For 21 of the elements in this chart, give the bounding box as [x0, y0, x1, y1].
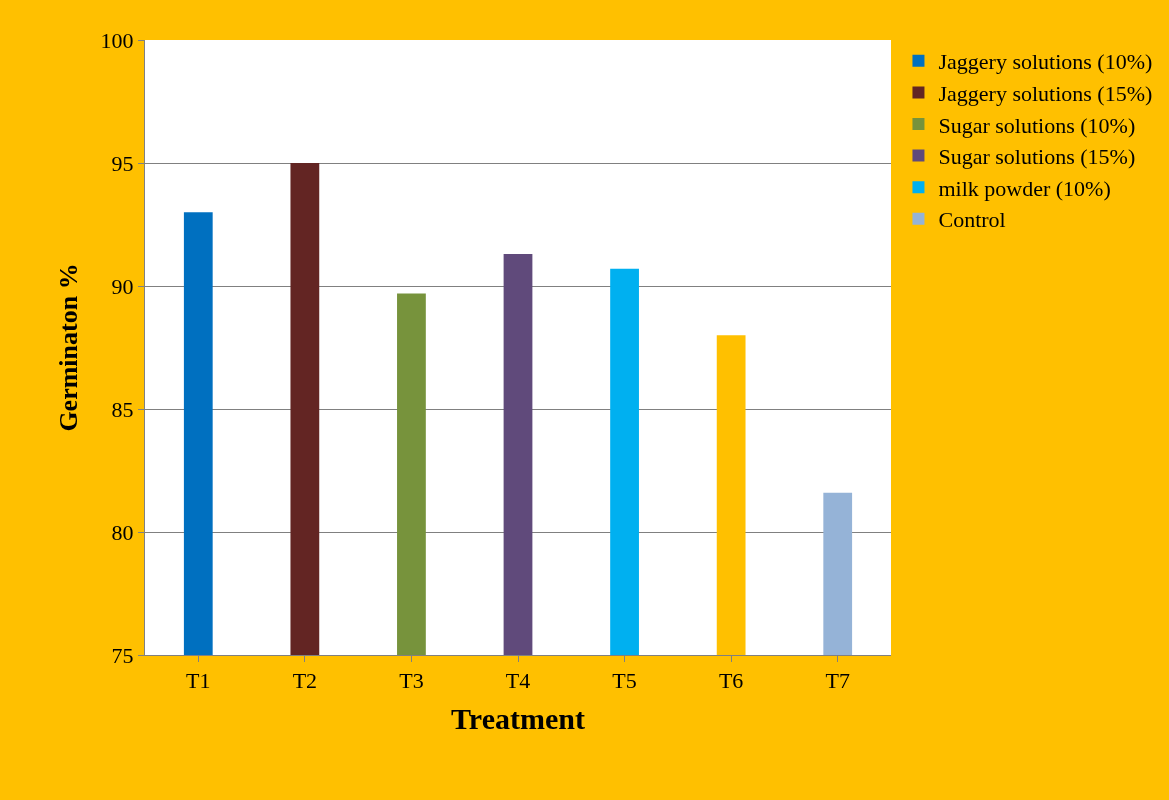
x-axis-title: Treatment: [451, 701, 585, 735]
x-tick-label: T1: [186, 668, 211, 694]
legend-label: milk powder (10%): [938, 175, 1111, 201]
y-tick-label: 80: [111, 519, 134, 545]
legend-label: Jaggery solutions (10%): [938, 49, 1153, 75]
y-tick-label: 75: [111, 642, 134, 668]
x-tick-label: T6: [718, 668, 744, 694]
y-tick-label: 85: [111, 396, 134, 422]
x-tick-label: T2: [292, 668, 318, 694]
y-tick-label: 90: [111, 273, 134, 299]
y-tick-label: 95: [111, 150, 134, 176]
legend-label: Jaggery solutions (15%): [938, 80, 1153, 106]
legend-label: Sugar solutions (10%): [938, 112, 1136, 138]
y-tick-label: 100: [100, 27, 134, 53]
x-tick-label: T4: [505, 668, 531, 694]
x-tick-label: T5: [612, 668, 637, 694]
legend-label: Control: [938, 207, 1006, 233]
x-tick-label: T3: [399, 668, 424, 694]
legend-label: Sugar solutions (15%): [938, 144, 1136, 170]
x-tick-label: T7: [825, 668, 850, 694]
y-axis-title: Germinaton %: [54, 263, 83, 432]
